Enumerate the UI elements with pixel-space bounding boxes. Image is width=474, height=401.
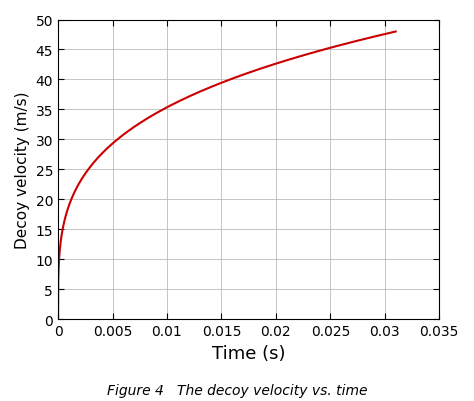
Text: Figure 4   The decoy velocity vs. time: Figure 4 The decoy velocity vs. time: [107, 383, 367, 397]
Y-axis label: Decoy velocity (m/s): Decoy velocity (m/s): [15, 91, 30, 249]
X-axis label: Time (s): Time (s): [212, 344, 285, 362]
